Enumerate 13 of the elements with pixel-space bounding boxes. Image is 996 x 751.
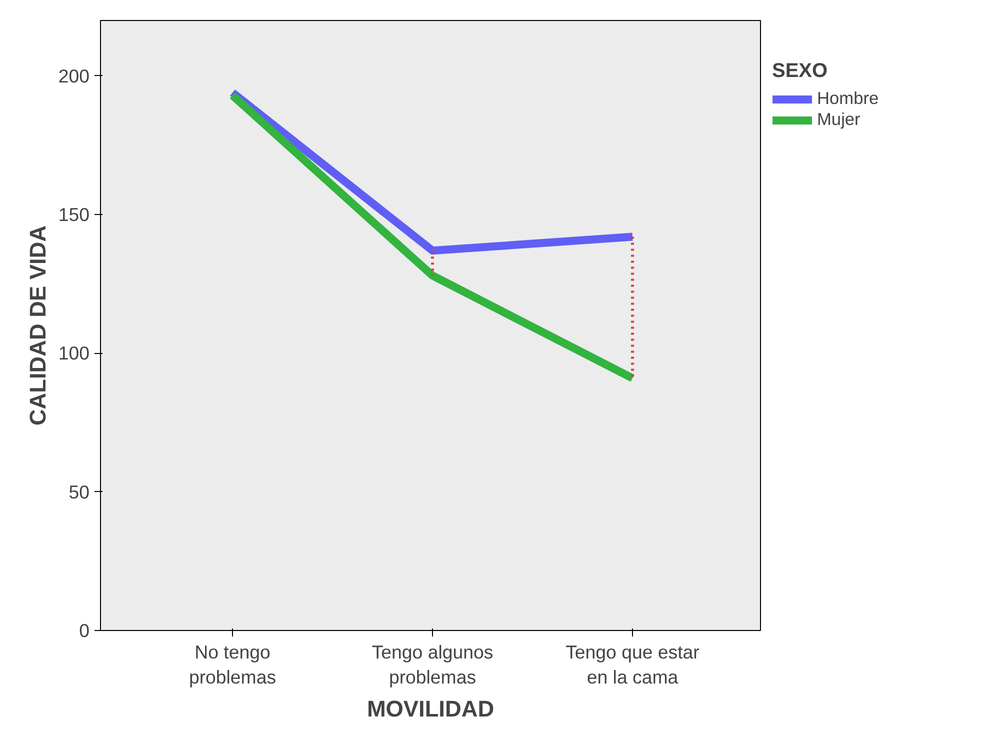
x-axis-title: MOVILIDAD [366, 696, 494, 722]
y-axis-title: CALIDAD DE VIDA [24, 225, 50, 426]
legend-label: Mujer [817, 109, 860, 130]
x-tick-label: Tengo algunos problemas [372, 642, 494, 688]
x-tick-label: Tengo que estar en la cama [566, 642, 700, 688]
y-tick-label: 200 [58, 65, 90, 86]
y-tick-label: 100 [58, 342, 90, 364]
y-tick-label: 50 [68, 481, 90, 502]
x-tick-label: No tengo problemas [188, 642, 276, 688]
legend-title: SEXO [772, 60, 829, 83]
legend-label: Hombre [817, 88, 879, 109]
y-tick-label: 150 [58, 204, 90, 226]
y-tick-label: 0 [79, 620, 90, 641]
